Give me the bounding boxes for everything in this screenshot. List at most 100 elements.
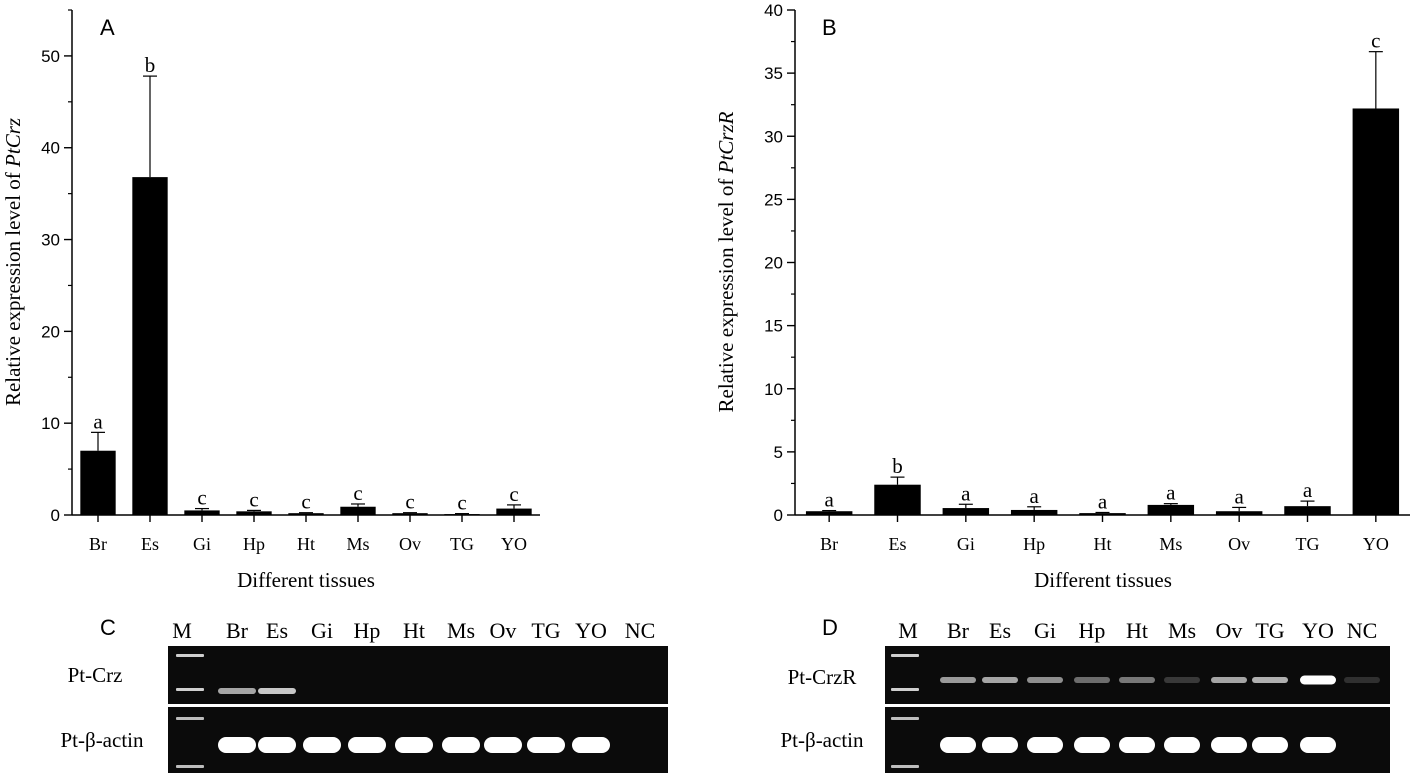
bar-gi (942, 508, 990, 515)
x-tick-label-tg: TG (1296, 534, 1320, 554)
panel-d-lane-labels: M Br Es Gi Hp Ht Ms Ov TG YO NC (898, 618, 1377, 643)
band-pt-crzr-ht (1119, 677, 1155, 683)
panel-d-lane-es: Es (989, 618, 1011, 643)
panel-d-lane-yo: YO (1302, 618, 1334, 643)
bar-hp (1010, 509, 1058, 515)
band-pt-crzr-hp (1074, 677, 1110, 683)
band-pt-actin-yo (572, 737, 610, 753)
sig-letter-br: a (93, 409, 103, 433)
marker-band (891, 765, 919, 768)
sig-letter-es: b (145, 53, 156, 77)
panel-b-y-tick-label: 5 (774, 443, 783, 462)
bar-tg (1284, 506, 1331, 515)
marker-band (891, 654, 919, 657)
bar-hp (236, 511, 272, 515)
marker-band (891, 688, 919, 691)
band-pt-crzr-ov (1211, 677, 1247, 683)
band-pt-crzr-nc (1344, 677, 1380, 683)
band-pt-crz-br (218, 688, 256, 694)
band-pt-actin-ov (1211, 737, 1247, 753)
x-tick-label-ht: Ht (297, 534, 315, 554)
bar-br (805, 511, 853, 515)
bar-yo (496, 508, 532, 515)
panel-d-bands (891, 654, 1380, 768)
panel-a-y-label-gene: PtCrz (1, 118, 25, 168)
panel-b-y-tick-label: 25 (764, 190, 783, 209)
panel-c-gel-target (168, 646, 668, 704)
panel-a-y-tick-label: 10 (41, 414, 60, 433)
x-tick-label-br: Br (820, 534, 838, 554)
panel-d-lane-m: M (898, 618, 918, 643)
sig-letter-yo: c (1371, 29, 1380, 53)
x-tick-label-es: Es (141, 534, 159, 554)
panel-c-lane-gi: Gi (311, 618, 333, 643)
panel-d-lane-ov: Ov (1216, 618, 1243, 643)
sig-letter-es: b (892, 454, 903, 478)
band-pt-actin-ms (442, 737, 480, 753)
bar-tg (444, 514, 480, 515)
panel-c-lane-m: M (172, 618, 192, 643)
x-tick-label-ov: Ov (399, 534, 421, 554)
panel-b-y-label: Relative expression level of PtCrzR (714, 111, 738, 412)
panel-d-gel-target (885, 646, 1390, 704)
sig-letter-br: a (825, 488, 835, 512)
panel-a-y-ticks: 0 10 20 30 40 50 (41, 9, 72, 525)
panel-d-gel: D M Br Es Gi Hp Ht Ms Ov TG YO NC Pt-CrzR Pt-β-act… (781, 615, 1390, 773)
panel-d-row-label-target: Pt-CrzR (788, 665, 857, 689)
x-tick-label-gi: Gi (193, 534, 211, 554)
panel-b-x-ticks: Br Es Gi Hp Ht Ms Ov TG YO (820, 515, 1389, 554)
sig-letter-tg: c (457, 491, 466, 515)
panel-c-lane-ov: Ov (490, 618, 517, 643)
band-pt-actin-tg (527, 737, 565, 753)
panel-c-row-label-actin: Pt-β-actin (61, 728, 144, 752)
panel-a-y-tick-label: 20 (41, 322, 60, 341)
panel-b-y-label-gene: PtCrzR (714, 111, 738, 174)
panel-b-y-tick-label: 30 (764, 127, 783, 146)
band-pt-actin-ht (395, 737, 433, 753)
band-pt-crzr-yo (1300, 675, 1336, 685)
panel-c-lane-tg: TG (531, 618, 560, 643)
marker-band (891, 717, 919, 720)
bar-ms (1147, 504, 1195, 515)
panel-b-y-tick-label: 40 (764, 1, 783, 20)
band-pt-actin-ht (1119, 737, 1155, 753)
panel-c-lane-nc: NC (625, 618, 656, 643)
panel-a-letter: A (100, 15, 115, 40)
band-pt-actin-hp (348, 737, 386, 753)
sig-letter-ht: a (1098, 489, 1108, 513)
marker-band (176, 688, 204, 691)
sig-letter-tg: a (1303, 478, 1313, 502)
panel-c-lane-yo: YO (575, 618, 607, 643)
panel-b-y-label-prefix: Relative expression level of (714, 173, 738, 412)
band-pt-crzr-br (940, 677, 976, 683)
bar-es (132, 177, 168, 516)
panel-b-chart: B 0 5 10 15 20 25 30 35 40 a b a a a a a a c Br Es Gi Hp Ht M… (714, 1, 1410, 592)
band-pt-crzr-gi (1027, 677, 1063, 683)
x-tick-label-yo: YO (501, 534, 527, 554)
bar-yo (1352, 108, 1400, 515)
band-pt-crzr-tg (1252, 677, 1288, 683)
sig-letter-ov: a (1235, 484, 1245, 508)
bar-gi (184, 510, 220, 515)
x-tick-label-br: Br (89, 534, 107, 554)
marker-band (176, 654, 204, 657)
bar-ov (1215, 511, 1263, 515)
panel-c-lane-es: Es (266, 618, 288, 643)
panel-d-lane-tg: TG (1255, 618, 1284, 643)
panel-a-x-label: Different tissues (237, 568, 375, 592)
panel-c-lane-ms: Ms (447, 618, 475, 643)
panel-a-y-label: Relative expression level of PtCrz (1, 118, 25, 406)
sig-letter-hp: c (249, 487, 258, 511)
sig-letter-yo: c (509, 482, 518, 506)
panel-b-letter: B (822, 15, 837, 40)
band-pt-actin-yo (1300, 737, 1336, 753)
band-pt-actin-br (940, 737, 976, 753)
x-tick-label-gi: Gi (957, 534, 975, 554)
sig-letter-ht: c (301, 490, 310, 514)
panel-b-x-label: Different tissues (1034, 568, 1172, 592)
bar-ht (288, 513, 324, 515)
panel-b-bars: a b a a a a a a c (805, 29, 1400, 515)
panel-a-y-label-prefix: Relative expression level of (1, 167, 25, 406)
panel-b-y-ticks: 0 5 10 15 20 25 30 35 40 (764, 1, 795, 525)
